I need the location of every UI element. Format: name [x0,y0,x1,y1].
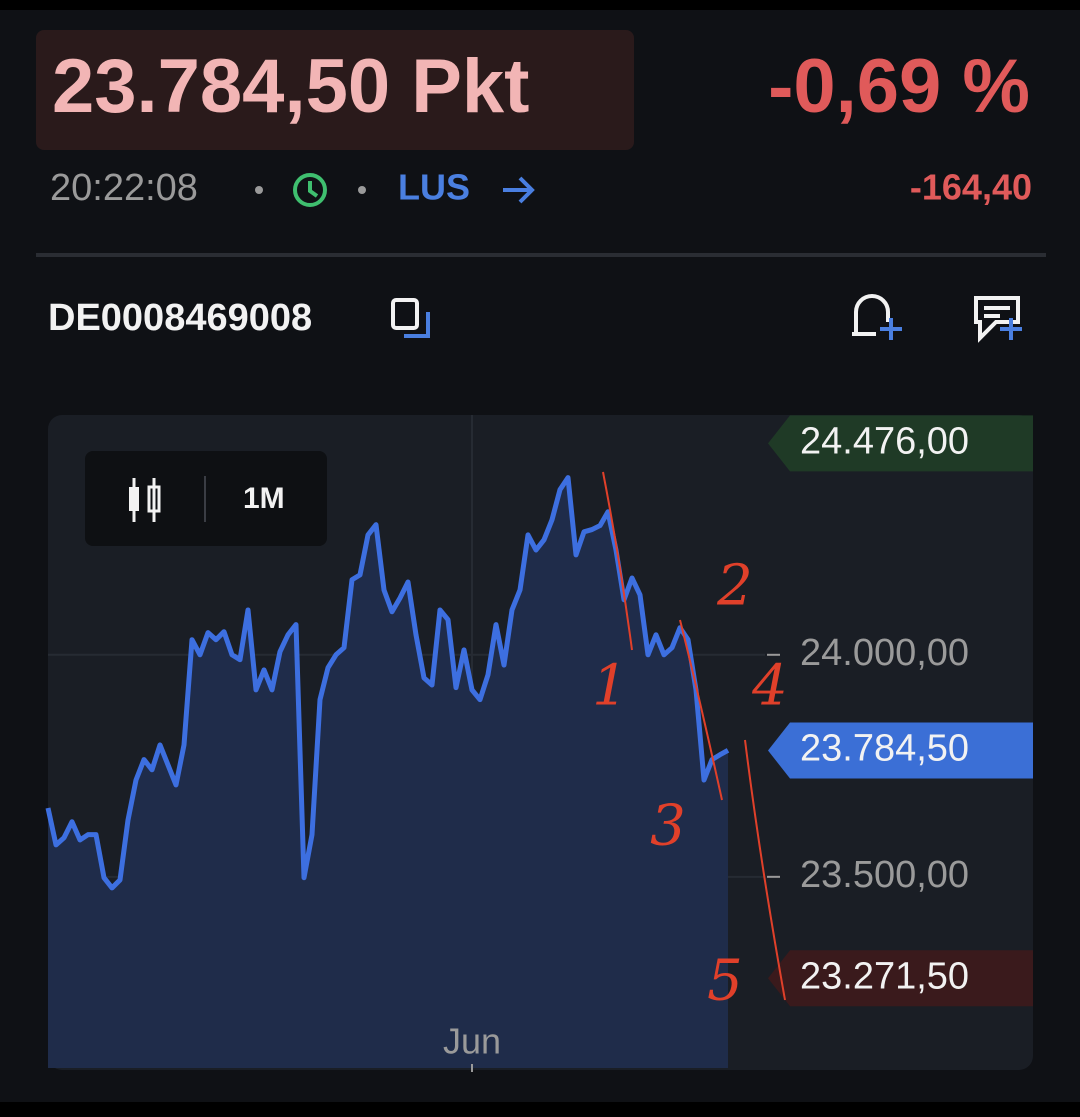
change-percent: -0,69 % [768,44,1030,129]
clock-hands [308,181,319,198]
candle-body[interactable] [129,487,139,511]
plot: 24.000,00 23.500,00 Jun 24.476,00 23.784,50 2… [45,415,1033,1072]
comment-plus[interactable] [1000,318,1022,340]
arrow-icon[interactable] [503,176,535,204]
price-tag-label: 23.784,50 [800,728,969,770]
price-tag [768,415,1033,472]
time: 20:22:08 [50,167,198,209]
line [45,475,730,891]
price-box [36,30,634,150]
price-tag-label: 24.476,00 [800,420,969,462]
isin: DE0008469008 [48,297,312,339]
y-tick-label: 23.500,00 [800,854,969,896]
handwritten-note: 4 [751,654,788,719]
price-tag [768,950,1033,1007]
interval[interactable]: 1M [243,482,285,515]
handwritten-note: 2 [716,554,753,619]
handwritten-note: 5 [707,949,743,1014]
candle-body[interactable] [147,485,161,513]
copy-icon-back[interactable] [404,312,430,338]
price-tag-label: 23.271,50 [800,955,969,997]
alert-plus[interactable] [880,318,902,340]
change-absolute: -164,40 [910,167,1032,208]
dot [358,186,366,194]
price: 23.784,50 Pkt [52,44,530,129]
handwritten-note: 3 [650,794,686,859]
handwritten-note: 1 [592,654,628,719]
comment-icon[interactable] [974,296,1020,343]
area [48,477,728,1069]
divider [36,253,1046,257]
x-tick-label: Jun [443,1021,501,1062]
y-tick-label: 24.000,00 [800,632,969,674]
price-tag [768,722,1033,779]
alert-icon[interactable] [852,294,890,336]
copy-icon[interactable] [391,298,419,330]
control-divider [204,476,206,522]
clock-icon [293,173,327,207]
handwritten-strokes [602,471,786,1001]
dot [255,186,263,194]
exchange-link[interactable]: LUS [398,167,470,208]
